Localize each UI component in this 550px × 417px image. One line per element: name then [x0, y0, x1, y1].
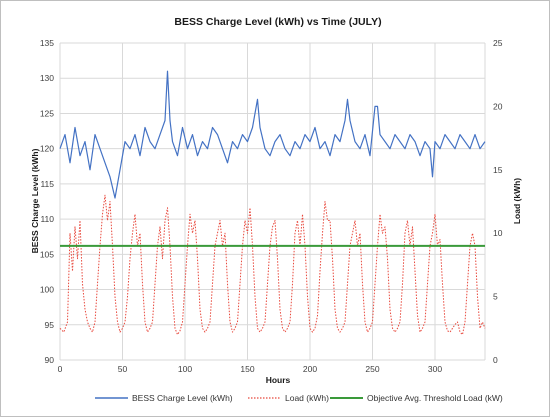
series-line-load — [59, 194, 486, 336]
legend-label-bess: BESS Charge Level (kWh) — [132, 393, 233, 403]
y-axis-right-label: Load (kWh) — [512, 178, 522, 224]
x-tick-label: 100 — [178, 364, 192, 374]
y-right-tick-label: 15 — [493, 165, 503, 175]
y-left-tick-label: 100 — [40, 285, 54, 295]
y-left-tick-label: 135 — [40, 38, 54, 48]
legend-label-load: Load (kWh) — [285, 393, 329, 403]
legend-label-threshold: Objective Avg. Threshold Load (kW) — [367, 393, 503, 403]
y-left-tick-label: 95 — [45, 320, 55, 330]
y-right-tick-label: 10 — [493, 228, 503, 238]
series-line-bess-charge-level — [59, 70, 486, 199]
x-axis-label: Hours — [266, 375, 291, 385]
y-right-tick-label: 5 — [493, 292, 498, 302]
y-right-tick-label: 20 — [493, 101, 503, 111]
y-left-tick-label: 130 — [40, 73, 54, 83]
grid — [59, 42, 486, 361]
x-tick-label: 50 — [118, 364, 128, 374]
chart-title: BESS Charge Level (kWh) vs Time (JULY) — [174, 16, 381, 28]
x-tick-label: 200 — [303, 364, 317, 374]
series-load-group — [59, 194, 486, 336]
legend: BESS Charge Level (kWh) Load (kWh) Objec… — [95, 393, 503, 403]
y-left-tick-label: 90 — [45, 355, 55, 365]
y-axis-left-label: BESS Charge Level (kWh) — [30, 148, 40, 253]
x-tick-label: 0 — [58, 364, 63, 374]
x-tick-label: 300 — [428, 364, 442, 374]
series-bess-group — [59, 70, 486, 199]
x-tick-label: 150 — [240, 364, 254, 374]
y-left-tick-label: 105 — [40, 249, 54, 259]
y-left-tick-label: 125 — [40, 108, 54, 118]
y-left-tick-label: 110 — [40, 214, 54, 224]
x-tick-label: 250 — [365, 364, 379, 374]
y-left-tick-label: 120 — [40, 144, 54, 154]
y-right-tick-label: 0 — [493, 355, 498, 365]
y-left-tick-label: 115 — [40, 179, 54, 189]
y-right-tick-label: 25 — [493, 38, 503, 48]
